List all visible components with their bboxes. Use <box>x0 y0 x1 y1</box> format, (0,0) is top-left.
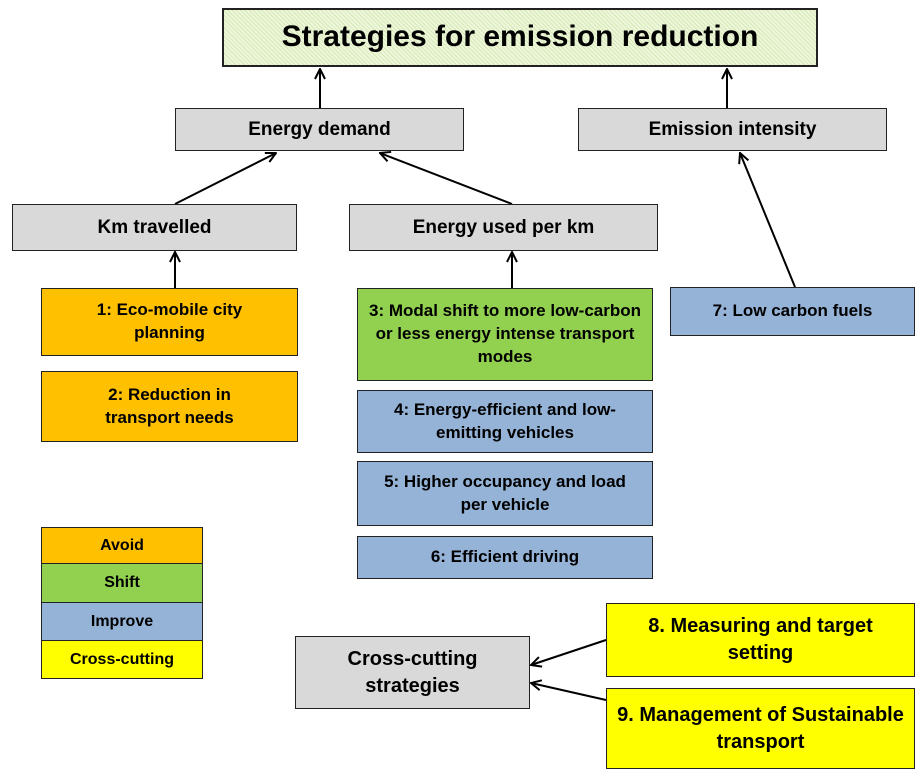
legend-item: Improve <box>41 602 203 641</box>
arrow <box>531 683 607 701</box>
node: 1: Eco-mobile city planning <box>41 288 298 356</box>
title-box: Strategies for emission reduction <box>222 8 818 67</box>
node: 4: Energy-efficient and low-emitting veh… <box>357 390 653 453</box>
node: Cross-cutting strategies <box>295 636 530 709</box>
node: 9. Management of Sustainable transport <box>606 688 915 769</box>
legend-item: Shift <box>41 563 203 603</box>
arrow <box>380 153 513 205</box>
node: Km travelled <box>12 204 297 251</box>
legend-item: Cross-cutting <box>41 640 203 679</box>
node: 5: Higher occupancy and load per vehicle <box>357 461 653 526</box>
node: Emission intensity <box>578 108 887 151</box>
arrow <box>174 153 276 205</box>
arrow <box>531 639 607 665</box>
arrow <box>740 153 796 288</box>
node: Energy used per km <box>349 204 658 251</box>
node: 7: Low carbon fuels <box>670 287 915 336</box>
node: 6: Efficient driving <box>357 536 653 579</box>
node: Energy demand <box>175 108 464 151</box>
node: 8. Measuring and target setting <box>606 603 915 677</box>
node: 3: Modal shift to more low-carbon or les… <box>357 288 653 381</box>
legend-item: Avoid <box>41 527 203 564</box>
node: 2: Reduction in transport needs <box>41 371 298 442</box>
